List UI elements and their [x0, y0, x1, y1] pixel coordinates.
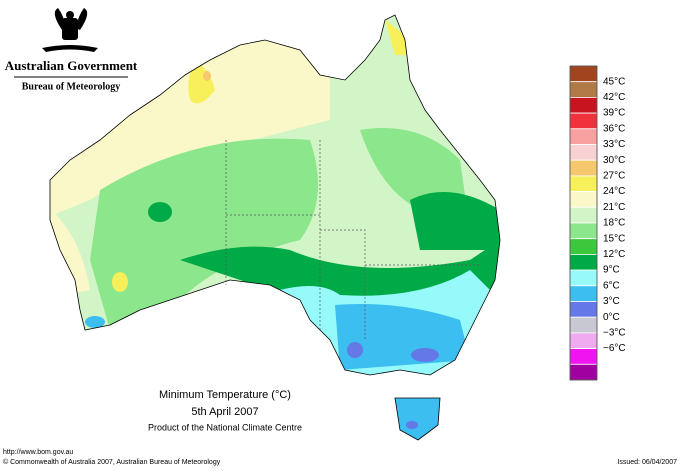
legend-swatch [569, 112, 598, 130]
legend-swatch [569, 269, 598, 287]
footer-copyright: © Commonwealth of Australia 2007, Austra… [3, 458, 221, 466]
legend-label: 9°C [603, 265, 620, 276]
legend-label: 33°C [603, 139, 625, 150]
legend: 45°C 42°C 39°C 36°C 33°C 30°C 27°C 24°C 21°C 18°C… [569, 65, 626, 381]
legend-swatch [569, 65, 598, 83]
map-title: Minimum Temperature (°C) [159, 389, 291, 401]
legend-label: 15°C [603, 233, 625, 244]
legend-label: 0°C [603, 312, 620, 323]
legend-swatch [569, 253, 598, 271]
map-source: Product of the National Climate Centre [148, 422, 302, 432]
footer-issued: Issued: 06/04/2007 [617, 459, 677, 466]
legend-swatch [569, 363, 598, 381]
legend-swatch [569, 191, 598, 208]
legend-frame [569, 65, 598, 381]
coat-of-arms [42, 8, 98, 52]
legend-label: −3°C [603, 328, 626, 339]
legend-swatch [569, 222, 598, 240]
legend-label: 39°C [603, 108, 625, 119]
legend-label: 42°C [603, 92, 625, 103]
australia-map [49, 14, 501, 441]
legend-swatch [569, 81, 598, 98]
bureau-title: Bureau of Meteorology [22, 81, 121, 92]
legend-label: 12°C [603, 249, 625, 260]
legend-swatch [569, 285, 598, 302]
legend-label: 27°C [603, 171, 625, 182]
footer-url: http://www.bom.gov.au [3, 449, 73, 456]
legend-swatch [569, 97, 598, 114]
legend-label: 30°C [603, 155, 625, 166]
legend-swatch [569, 128, 598, 145]
legend-label: 21°C [603, 202, 625, 213]
legend-swatch [569, 301, 598, 318]
legend-swatch [569, 206, 598, 224]
legend-label: 3°C [603, 296, 620, 307]
legend-swatch [569, 316, 598, 334]
legend-label: 18°C [603, 218, 625, 229]
legend-label: 6°C [603, 280, 620, 291]
map-date: 5th April 2007 [191, 406, 258, 418]
legend-label: 24°C [603, 186, 625, 197]
legend-swatch [569, 348, 598, 365]
legend-swatch [569, 175, 598, 192]
legend-swatch [569, 159, 598, 177]
legend-swatch [569, 144, 598, 161]
legend-swatch [569, 238, 598, 255]
gov-title: Australian Government [5, 58, 138, 73]
legend-label: −6°C [603, 343, 626, 354]
legend-swatch [569, 332, 598, 349]
legend-label: 45°C [603, 76, 625, 87]
legend-label: 36°C [603, 123, 625, 134]
